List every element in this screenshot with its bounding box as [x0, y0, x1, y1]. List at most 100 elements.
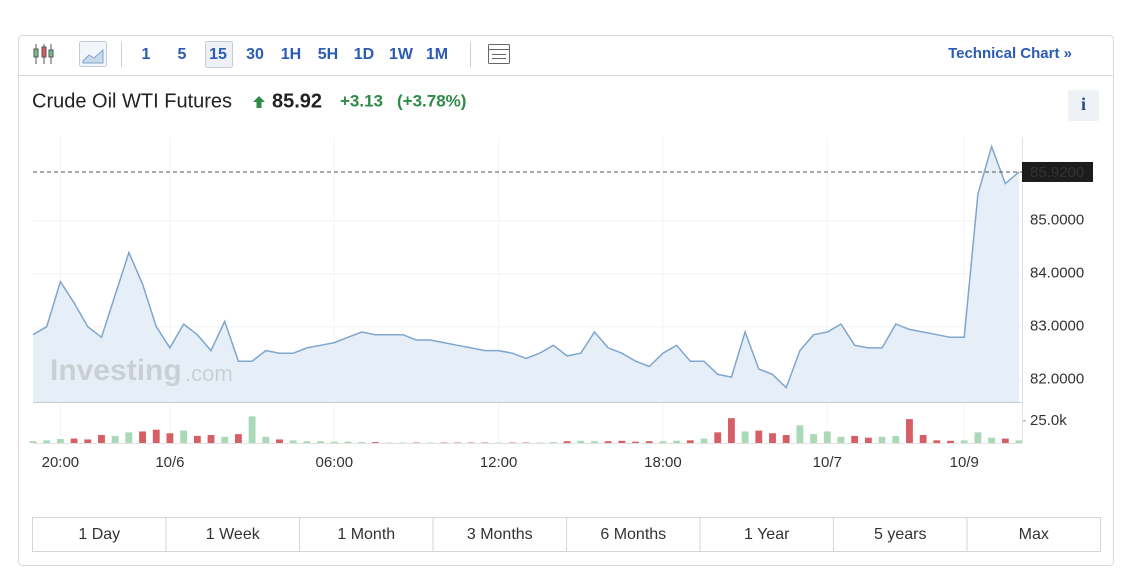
range-button[interactable]: [699, 517, 834, 552]
range-button[interactable]: [566, 517, 701, 552]
x-tick-label: 10/7: [813, 454, 842, 471]
volume-bar: [974, 432, 982, 443]
volume-bar: [563, 441, 571, 443]
volume-bar: [988, 437, 996, 443]
interval-button[interactable]: 15: [209, 46, 227, 63]
watermark-suffix: .com: [185, 361, 233, 386]
info-icon: i: [1081, 94, 1086, 114]
volume-tick-label: 25.0k: [1030, 412, 1067, 429]
volume-bar: [673, 440, 681, 443]
volume-bar: [248, 416, 256, 443]
volume-bar: [234, 434, 242, 443]
volume-bar: [371, 442, 379, 443]
range-label: 1 Year: [744, 526, 790, 543]
range-label: Max: [1019, 526, 1049, 543]
candle-icon[interactable]: [33, 44, 54, 64]
volume-bar: [591, 441, 598, 443]
x-tick-label: 06:00: [316, 454, 354, 471]
info-button[interactable]: [1068, 90, 1099, 121]
up-arrow: [253, 96, 265, 108]
interval-button[interactable]: 1: [142, 46, 151, 63]
layout-icon[interactable]: [488, 44, 510, 64]
change: +3.13: [340, 91, 383, 110]
volume-bar: [714, 432, 722, 443]
current-price-label: 85.9200: [1030, 164, 1084, 181]
interval-button[interactable]: 1D: [354, 46, 374, 63]
x-tick-label: 10/9: [950, 454, 979, 471]
y-tick-label: 84.0000: [1030, 265, 1084, 282]
range-button[interactable]: [833, 517, 968, 552]
line-icon[interactable]: [79, 41, 107, 67]
interval-button[interactable]: 5: [178, 46, 187, 63]
technical-chart-link[interactable]: Technical Chart »: [948, 45, 1072, 62]
volume-bar: [769, 433, 776, 443]
range-button[interactable]: [432, 517, 567, 552]
x-tick-label: 10/6: [155, 454, 184, 471]
volume-bar: [837, 436, 845, 443]
volume-bar: [659, 441, 667, 443]
volume-bar: [919, 435, 927, 443]
volume-bar: [823, 431, 831, 443]
volume-bar: [947, 440, 954, 443]
interval-button[interactable]: 1M: [426, 46, 448, 63]
range-label: 5 years: [874, 526, 926, 543]
volume-bar: [686, 440, 694, 443]
volume-bar: [727, 418, 735, 443]
volume-bar: [577, 440, 585, 443]
volume-bar: [878, 436, 886, 443]
volume-bar: [166, 433, 174, 443]
volume-bar: [618, 440, 626, 443]
y-tick-label: 85.0000: [1030, 212, 1084, 229]
volume-bar: [700, 438, 708, 443]
volume-bar: [276, 439, 283, 443]
range-label: 6 Months: [600, 526, 666, 543]
range-bar: 1 Day 1 Week 1 Month 3 Months 6 Months 1 Year…: [32, 517, 1101, 552]
x-tick-label: 20:00: [42, 454, 80, 471]
range-label: 1 Month: [337, 526, 395, 543]
volume-bar: [796, 425, 804, 443]
y-tick-label: 83.0000: [1030, 318, 1084, 335]
volume-bar: [29, 441, 37, 443]
volume-bar: [604, 441, 612, 443]
interval-button[interactable]: 30: [246, 46, 264, 63]
volume-bar: [632, 441, 639, 443]
volume-bar: [125, 432, 133, 443]
volume-bar: [207, 435, 215, 443]
volume-bar: [892, 435, 900, 443]
volume-bar: [755, 430, 763, 443]
volume-bar: [851, 435, 859, 443]
volume-bar: [864, 437, 872, 443]
volume-bar: [960, 440, 968, 443]
volume-bar: [933, 440, 941, 443]
volume-bar: [906, 419, 913, 443]
volume-bar: [330, 441, 338, 443]
volume-bar: [549, 442, 557, 443]
price-line: [32, 144, 1020, 390]
price: 85.92: [272, 90, 322, 112]
volume-bar: [741, 431, 749, 443]
range-label: 3 Months: [467, 526, 533, 543]
volume-bar: [152, 429, 160, 443]
range-button[interactable]: [299, 517, 434, 552]
interval-button[interactable]: 1H: [281, 46, 301, 63]
volume-bar: [139, 431, 146, 443]
range-label: 1 Week: [206, 526, 261, 543]
interval-button[interactable]: 1W: [389, 46, 414, 63]
range-button[interactable]: [165, 517, 300, 552]
volume-bar: [317, 441, 325, 443]
y-tick-label: 82.0000: [1030, 371, 1084, 388]
price-area: [33, 146, 1019, 402]
current-price-box: [1022, 161, 1093, 182]
volume-bar: [1015, 440, 1023, 443]
x-tick-label: 18:00: [644, 454, 682, 471]
volume-bar: [70, 438, 78, 443]
volume-bar: [56, 439, 64, 443]
range-button[interactable]: [966, 517, 1101, 552]
volume-bar: [303, 441, 311, 443]
interval-button[interactable]: 5H: [318, 46, 338, 63]
volume-bar: [1001, 438, 1009, 443]
x-tick-label: 12:00: [480, 454, 518, 471]
